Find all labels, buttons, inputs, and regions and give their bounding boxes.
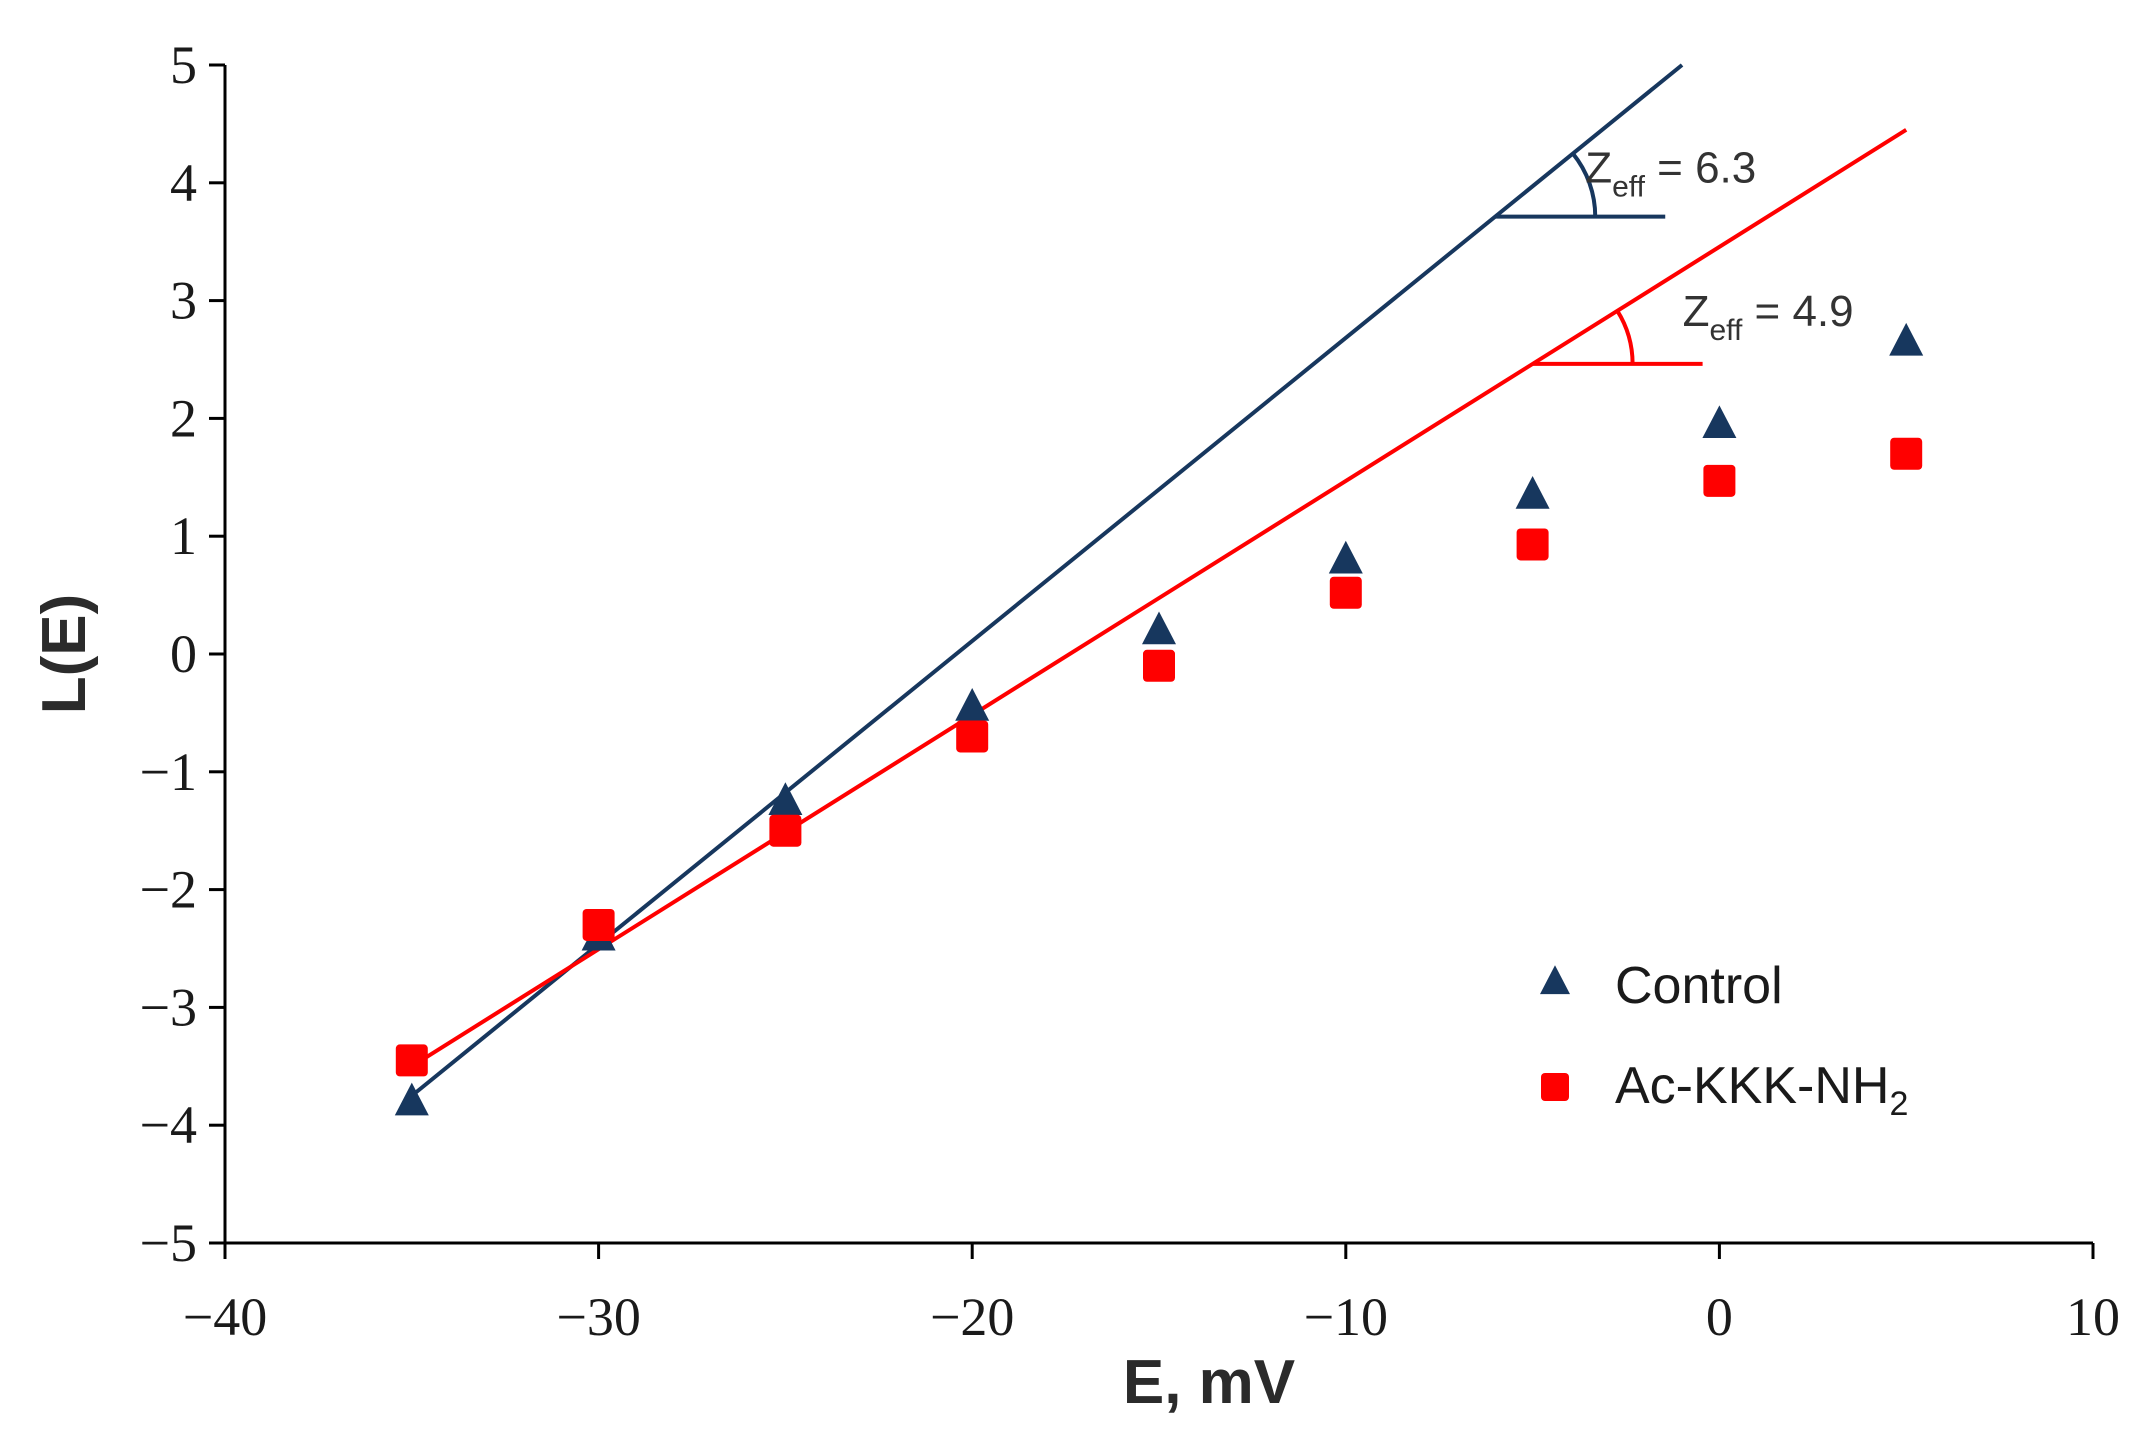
data-points bbox=[394, 322, 1924, 1116]
y-tick-label: 2 bbox=[170, 388, 197, 448]
zeff-value: = 6.3 bbox=[1645, 144, 1756, 193]
ac-kkk-nh2-point bbox=[1516, 528, 1549, 561]
ac-kkk-nh2-point bbox=[1703, 464, 1736, 497]
zeff-annotation: Zeff = 4.9 bbox=[1683, 287, 1854, 347]
angle-arc bbox=[1571, 152, 1598, 217]
y-tick-label: −1 bbox=[140, 742, 197, 802]
angle-arc bbox=[1615, 309, 1635, 364]
y-tick-label: −3 bbox=[140, 977, 197, 1037]
y-tick-label: −2 bbox=[140, 860, 197, 920]
y-tick-label: −4 bbox=[140, 1095, 197, 1155]
y-tick-label: 3 bbox=[170, 271, 197, 331]
zeff-annotation: Zeff = 6.3 bbox=[1585, 144, 1756, 204]
legend: Control Ac-KKK-NH2 bbox=[1540, 957, 1908, 1123]
ac-kkk-nh2-point bbox=[1329, 576, 1362, 609]
zeff-main: Z bbox=[1585, 144, 1612, 193]
legend-marker-control bbox=[1540, 965, 1570, 995]
ac-kkk-nh2-point bbox=[956, 720, 989, 753]
ac-kkk-nh2-point bbox=[1143, 649, 1175, 682]
legend-marker-ac-kkk-nh2 bbox=[1541, 1073, 1569, 1101]
x-tick-label: −10 bbox=[1304, 1287, 1388, 1347]
y-tick-label: 1 bbox=[170, 506, 197, 566]
x-tick-label: −40 bbox=[183, 1287, 267, 1347]
ac-kkk-nh2-point bbox=[395, 1044, 428, 1077]
control-point bbox=[1328, 540, 1363, 574]
y-tick-label: 4 bbox=[170, 153, 197, 213]
control-point bbox=[1702, 405, 1737, 439]
zeff-main: Z bbox=[1683, 287, 1710, 336]
y-tick-label: 0 bbox=[170, 624, 197, 684]
y-tick-label: −5 bbox=[140, 1213, 197, 1273]
ac-kkk-nh2-point bbox=[1890, 437, 1923, 470]
x-tick-label: −30 bbox=[556, 1287, 640, 1347]
y-tick-label: 5 bbox=[170, 35, 197, 95]
y-axis-title: L(E) bbox=[30, 594, 99, 715]
ac-kkk-nh2-point bbox=[769, 814, 802, 847]
legend-label-sub: 2 bbox=[1889, 1085, 1908, 1123]
control-point bbox=[1515, 475, 1550, 509]
zeff-sub: eff bbox=[1709, 314, 1742, 347]
fit-lines bbox=[410, 63, 1908, 1098]
legend-label: Ac-KKK-NH2 bbox=[1615, 1057, 1908, 1123]
fit-line-ac-kkk-nh2 bbox=[410, 128, 1908, 1068]
legend-label: Control bbox=[1615, 957, 1783, 1015]
x-axis-title: E, mV bbox=[1123, 1348, 1295, 1417]
x-tick-label: 10 bbox=[2066, 1287, 2120, 1347]
control-point bbox=[768, 782, 803, 816]
legend-label-main: Control bbox=[1615, 957, 1783, 1015]
zeff-sub: eff bbox=[1612, 171, 1645, 204]
x-tick-label: −20 bbox=[930, 1287, 1014, 1347]
legend-label-main: Ac-KKK-NH bbox=[1615, 1057, 1889, 1115]
control-point bbox=[394, 1082, 429, 1116]
zeff-value: = 4.9 bbox=[1742, 287, 1853, 336]
x-tick-label: 0 bbox=[1706, 1287, 1733, 1347]
fit-line-control bbox=[410, 63, 1684, 1098]
control-point bbox=[955, 688, 990, 721]
control-point bbox=[1889, 322, 1924, 356]
control-point bbox=[1142, 611, 1176, 645]
ac-kkk-nh2-point bbox=[582, 908, 615, 941]
